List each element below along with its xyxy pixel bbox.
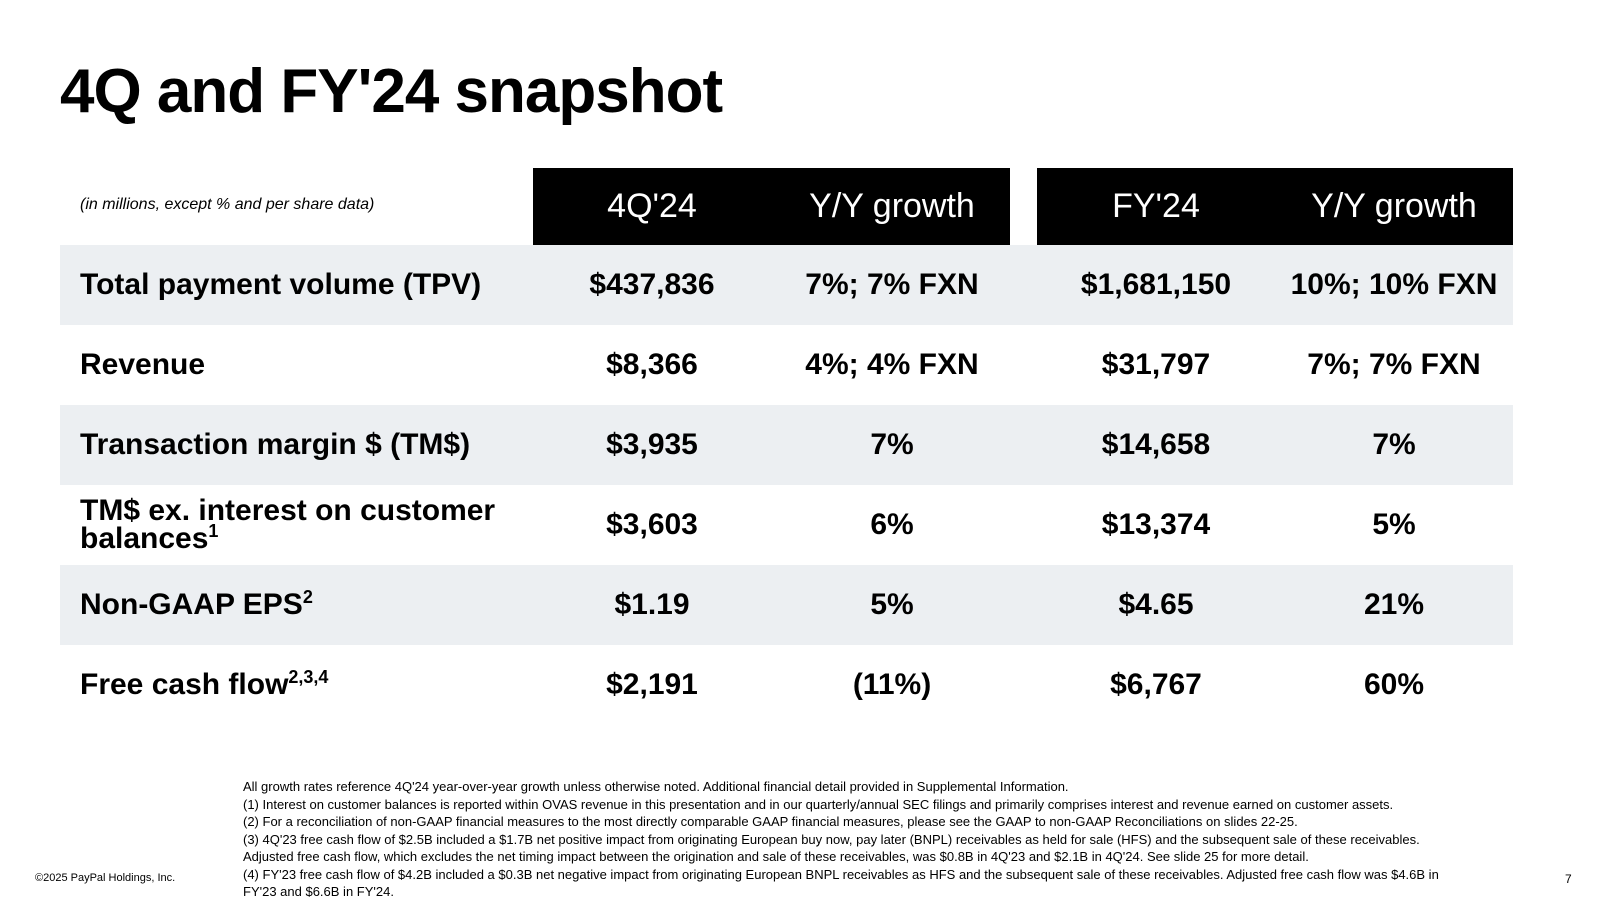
row-label-text: Transaction margin $ (TM$) [80, 428, 471, 461]
row-label: Transaction margin $ (TM$) [80, 405, 510, 485]
header-box [1037, 168, 1513, 245]
table-cell: (11%) [852, 668, 932, 701]
table-row: TM$ ex. interest on customer balances1 $3… [60, 485, 1513, 565]
table-cell: $437,836 [589, 268, 715, 301]
label-text: Non-GAAP EPS [80, 588, 303, 621]
table-cell: 5% [1372, 508, 1416, 541]
footnote-ref: 1 [208, 521, 219, 541]
label-text: Transaction margin $ (TM$) [80, 428, 471, 461]
footnote-ref: 2 [302, 587, 313, 607]
table-cell: 10%; 10% FXN [1290, 268, 1498, 301]
table-cell: 21% [1363, 588, 1425, 621]
row-label-text: Total payment volume (TPV) [80, 268, 482, 301]
page-number: 7 [1565, 872, 1572, 886]
table-cell: $31,797 [1101, 348, 1211, 381]
footnote-ref: 2,3,4 [288, 667, 329, 687]
table-row: Revenue $8,366 4%; 4% FXN $31,797 7%; 7% FXN [60, 325, 1513, 405]
column-header: Y/Y growth [1311, 187, 1477, 225]
label-text: Free cash flow [80, 668, 289, 701]
table-cell: $6,767 [1110, 668, 1202, 701]
table-cell: $1.19 [614, 588, 690, 621]
table-cell: $1,681,150 [1080, 268, 1232, 301]
footnote: (4) FY'23 free cash flow of $4.2B includ… [243, 866, 1439, 900]
table-cell: 7%; 7% FXN [805, 268, 979, 301]
table-row: Free cash flow2,3,4 $2,191 (11%) $6,767 60% [60, 645, 1513, 725]
row-label: Non-GAAP EPS2 [80, 565, 510, 645]
slide-title: 4Q and FY'24 snapshot [60, 57, 723, 126]
table-cell: $3,603 [606, 508, 698, 541]
table-cell: $4.65 [1118, 588, 1194, 621]
table-cell: 5% [870, 588, 914, 621]
footnotes: All growth rates reference 4Q'24 year-ov… [243, 778, 1453, 901]
footnote: All growth rates reference 4Q'24 year-ov… [243, 779, 1069, 794]
table-cell: 7% [1372, 428, 1416, 461]
footnote: (1) Interest on customer balances is rep… [243, 796, 1394, 812]
row-label: TM$ ex. interest on customer balances1 [80, 485, 510, 565]
row-label: Revenue [80, 325, 510, 405]
footnote: (3) 4Q'23 free cash flow of $2.5B includ… [243, 831, 1420, 865]
table-cell: 7% [870, 428, 914, 461]
column-header: 4Q'24 [607, 187, 697, 225]
row-label: Free cash flow2,3,4 [80, 645, 510, 725]
row-label-text: Free cash flow2,3,4 [80, 668, 328, 701]
column-header: Y/Y growth [809, 187, 975, 225]
row-label-text: TM$ ex. interest on customer balances1 [80, 494, 510, 555]
table-note: (in millions, except % and per share dat… [80, 196, 375, 213]
table-cell: 6% [870, 508, 914, 541]
label-text: Total payment volume (TPV) [80, 268, 482, 301]
row-label-text: Non-GAAP EPS2 [80, 588, 313, 621]
table-cell: $2,191 [606, 668, 698, 701]
copyright: ©2025 PayPal Holdings, Inc. [35, 872, 176, 884]
row-label-text: Revenue [80, 348, 206, 381]
header-box [533, 168, 1010, 245]
row-label: Total payment volume (TPV) [80, 245, 510, 325]
table-cell: $3,935 [606, 428, 698, 461]
table-cell: $14,658 [1101, 428, 1211, 461]
table-cell: $8,366 [606, 348, 698, 381]
column-header: FY'24 [1112, 187, 1200, 225]
table-cell: 7%; 7% FXN [1307, 348, 1481, 381]
table-row: Transaction margin $ (TM$) $3,935 7% $14,65… [60, 405, 1513, 485]
label-text: Revenue [80, 348, 206, 381]
table-cell: $13,374 [1101, 508, 1211, 541]
label-text: TM$ ex. interest on customer balances [80, 494, 496, 555]
table-row: Non-GAAP EPS2 $1.19 5% $4.65 21% [60, 565, 1513, 645]
table-cell: 4%; 4% FXN [805, 348, 979, 381]
table-row: Total payment volume (TPV) $437,836 7%; 7%… [60, 245, 1513, 325]
footnote: (2) For a reconciliation of non-GAAP fin… [243, 814, 1298, 829]
table-cell: 60% [1363, 668, 1425, 701]
